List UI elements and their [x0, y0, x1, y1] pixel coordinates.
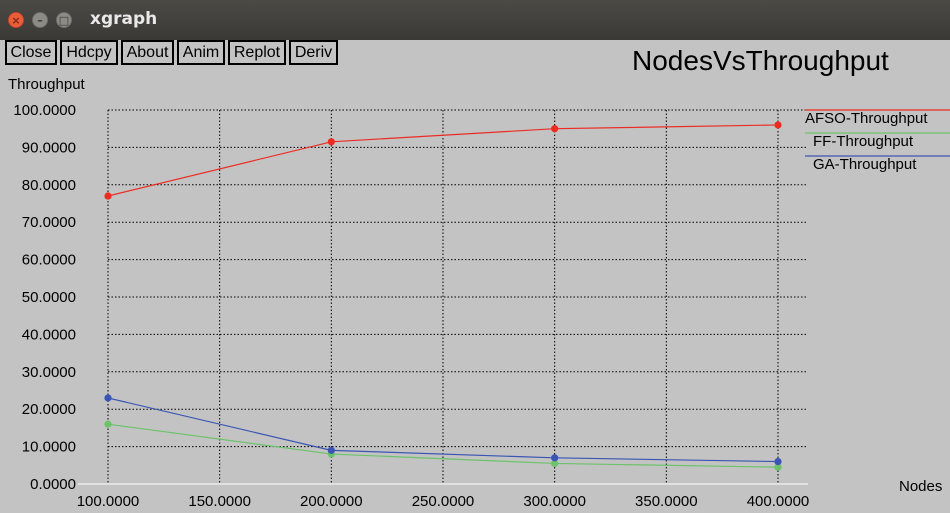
data-point [551, 454, 559, 462]
y-tick-label: 30.0000 [22, 364, 76, 381]
series-line [107, 397, 779, 463]
data-point [104, 192, 112, 200]
hdcpy-button[interactable]: Hdcpy [60, 40, 118, 65]
legend-label: GA-Throughput [813, 156, 917, 173]
x-tick-label: 250.0000 [412, 493, 475, 510]
replot-button[interactable]: Replot [228, 40, 286, 65]
close-button[interactable]: Close [5, 40, 57, 65]
y-tick-label: 70.0000 [22, 214, 76, 231]
data-point [551, 459, 559, 468]
data-point [327, 138, 335, 146]
minimize-window-button[interactable]: – [32, 12, 48, 28]
y-tick-label: 20.0000 [22, 401, 76, 418]
y-tick-label: 40.0000 [22, 326, 76, 343]
y-tick-label: 50.0000 [22, 289, 76, 306]
x-axis-label: Nodes [899, 478, 943, 495]
data-point [327, 446, 335, 454]
data-point [774, 457, 782, 466]
x-tick-label: 350.0000 [635, 493, 698, 510]
maximize-window-button[interactable]: □ [56, 12, 72, 28]
y-axis-label: Throughput [8, 76, 85, 93]
x-tick-label: 300.0000 [523, 493, 586, 510]
title-bar: × – □ xgraph [0, 0, 950, 40]
series-line [107, 423, 779, 468]
data-point [551, 125, 559, 133]
y-tick-label: 90.0000 [22, 139, 76, 156]
window-title: xgraph [90, 9, 158, 29]
x-tick-label: 100.0000 [77, 493, 140, 510]
data-point [104, 394, 112, 402]
x-tick-label: 150.0000 [188, 493, 251, 510]
deriv-button[interactable]: Deriv [289, 40, 338, 65]
y-tick-label: 60.0000 [22, 252, 76, 269]
series-line [107, 124, 779, 197]
x-tick-label: 400.0000 [747, 493, 810, 510]
y-tick-label: 10.0000 [22, 439, 76, 456]
about-button[interactable]: About [121, 40, 174, 65]
legend-label: AFSO-Throughput [805, 110, 928, 127]
data-point [774, 121, 782, 129]
x-tick-label: 200.0000 [300, 493, 363, 510]
data-point [774, 463, 782, 471]
y-tick-label: 0.0000 [30, 476, 76, 493]
anim-button[interactable]: Anim [177, 40, 225, 65]
y-tick-label: 80.0000 [22, 177, 76, 194]
chart-title: NodesVsThroughput [632, 45, 889, 76]
data-point [104, 420, 112, 428]
close-window-button[interactable]: × [8, 12, 24, 28]
legend-label: FF-Throughput [813, 133, 914, 150]
y-tick-label: 100.0000 [13, 102, 76, 119]
